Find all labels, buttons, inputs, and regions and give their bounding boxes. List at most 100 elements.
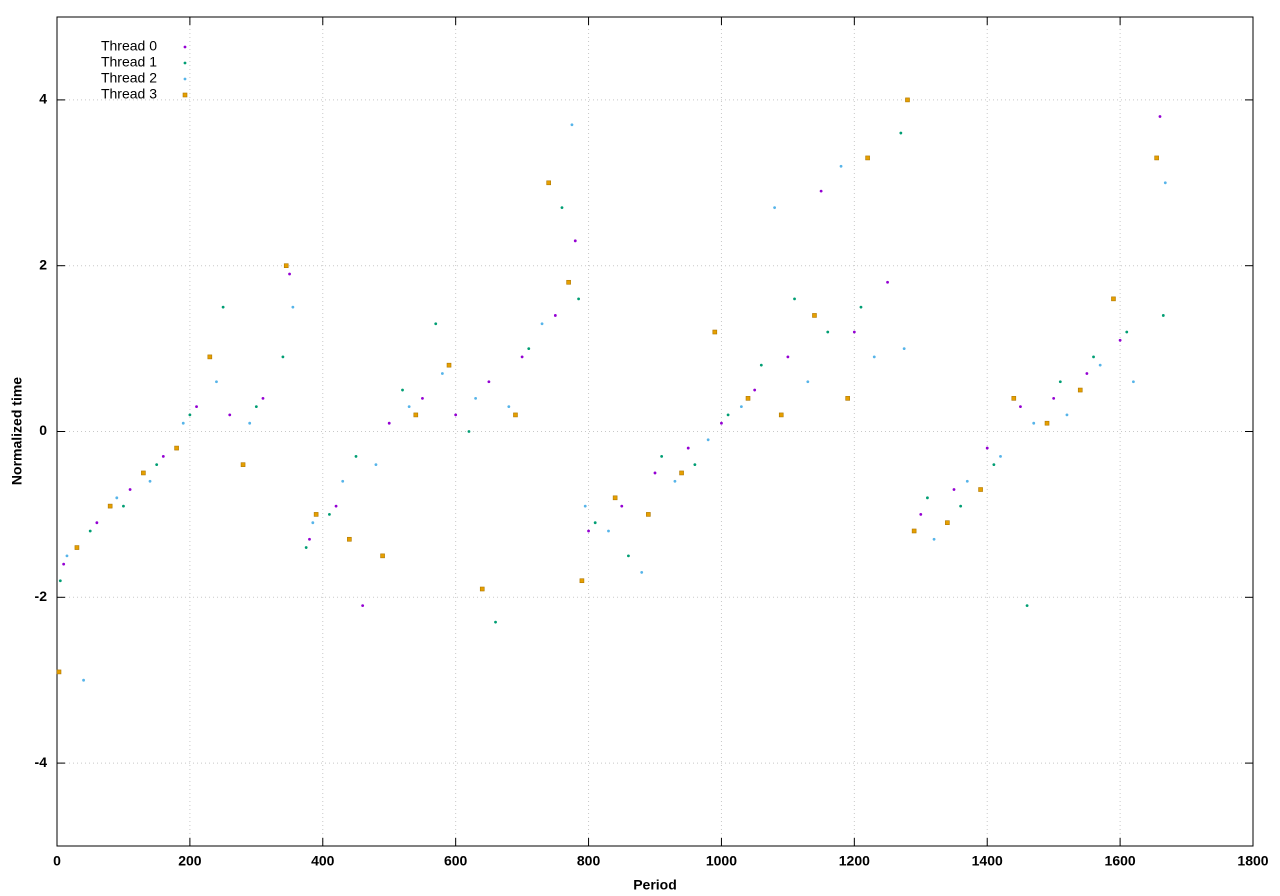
point	[304, 546, 308, 549]
point	[341, 479, 345, 483]
point	[62, 562, 66, 566]
point	[283, 263, 289, 269]
point	[141, 470, 146, 476]
point	[706, 438, 710, 442]
point	[207, 354, 213, 360]
point	[494, 620, 497, 624]
point	[107, 503, 113, 509]
point	[932, 537, 936, 541]
x-tick-label: 1600	[1105, 853, 1136, 869]
point	[56, 669, 62, 675]
point	[992, 463, 996, 467]
point	[74, 545, 80, 550]
point	[911, 528, 917, 534]
legend-marker	[182, 92, 188, 98]
point	[646, 512, 651, 517]
point	[401, 388, 404, 392]
point	[467, 430, 471, 433]
point	[1092, 355, 1095, 359]
point	[620, 504, 624, 508]
x-tick-label: 200	[178, 853, 202, 869]
point	[773, 206, 776, 210]
point	[726, 413, 730, 417]
point	[474, 396, 477, 400]
point	[1132, 380, 1135, 384]
point	[902, 347, 906, 350]
point	[786, 355, 790, 359]
point	[334, 504, 338, 508]
x-tick-label: 0	[53, 853, 61, 869]
point	[607, 529, 610, 533]
x-tick-label: 1200	[839, 853, 870, 869]
point	[215, 380, 218, 384]
point	[566, 279, 571, 285]
point	[899, 131, 903, 135]
point	[553, 314, 557, 317]
point	[819, 189, 823, 193]
point	[978, 487, 983, 492]
x-tick-label: 400	[311, 853, 335, 869]
point	[454, 413, 458, 417]
point	[693, 463, 697, 467]
y-tick-label: 2	[39, 256, 47, 272]
point	[407, 405, 411, 409]
point	[440, 372, 444, 375]
point	[1085, 372, 1089, 375]
point	[579, 578, 585, 584]
point	[308, 537, 311, 541]
point	[1098, 363, 1102, 367]
point	[1065, 413, 1069, 417]
point	[88, 529, 92, 533]
point	[1058, 380, 1062, 384]
plot-frame	[56, 16, 1254, 847]
point	[1019, 405, 1022, 409]
y-tick-label: 4	[39, 91, 47, 107]
point	[952, 488, 956, 491]
point	[570, 123, 574, 127]
point	[507, 405, 511, 409]
x-tick-label: 1000	[706, 853, 737, 869]
point	[221, 305, 225, 309]
point	[240, 462, 246, 467]
point	[886, 280, 889, 284]
point	[291, 305, 295, 309]
point	[328, 513, 331, 516]
point	[148, 479, 152, 483]
point	[1044, 420, 1050, 426]
point	[753, 388, 757, 392]
point	[653, 471, 657, 475]
point	[354, 454, 358, 458]
point	[479, 586, 485, 592]
point	[1052, 396, 1056, 400]
point	[248, 421, 252, 425]
x-tick-label: 1800	[1237, 853, 1268, 869]
point	[872, 355, 876, 359]
point	[527, 347, 531, 350]
point	[985, 446, 989, 450]
point	[347, 536, 352, 542]
point	[540, 322, 544, 326]
point	[793, 297, 796, 301]
y-tick-label: 0	[39, 422, 47, 438]
legend-label: Thread 3	[101, 86, 157, 102]
point	[612, 495, 618, 501]
point	[95, 521, 99, 525]
point	[745, 396, 751, 401]
point	[959, 504, 963, 508]
point	[65, 554, 69, 558]
point	[573, 239, 577, 243]
point	[560, 206, 564, 210]
point	[1011, 396, 1017, 401]
legend-label: Thread 1	[101, 54, 157, 70]
point	[720, 421, 723, 425]
point	[999, 454, 1002, 458]
point	[577, 297, 580, 301]
point	[188, 413, 192, 417]
point	[288, 272, 291, 276]
point	[778, 412, 784, 418]
point	[115, 496, 119, 500]
legend-marker	[183, 77, 187, 81]
point	[122, 504, 125, 508]
point	[926, 496, 929, 500]
